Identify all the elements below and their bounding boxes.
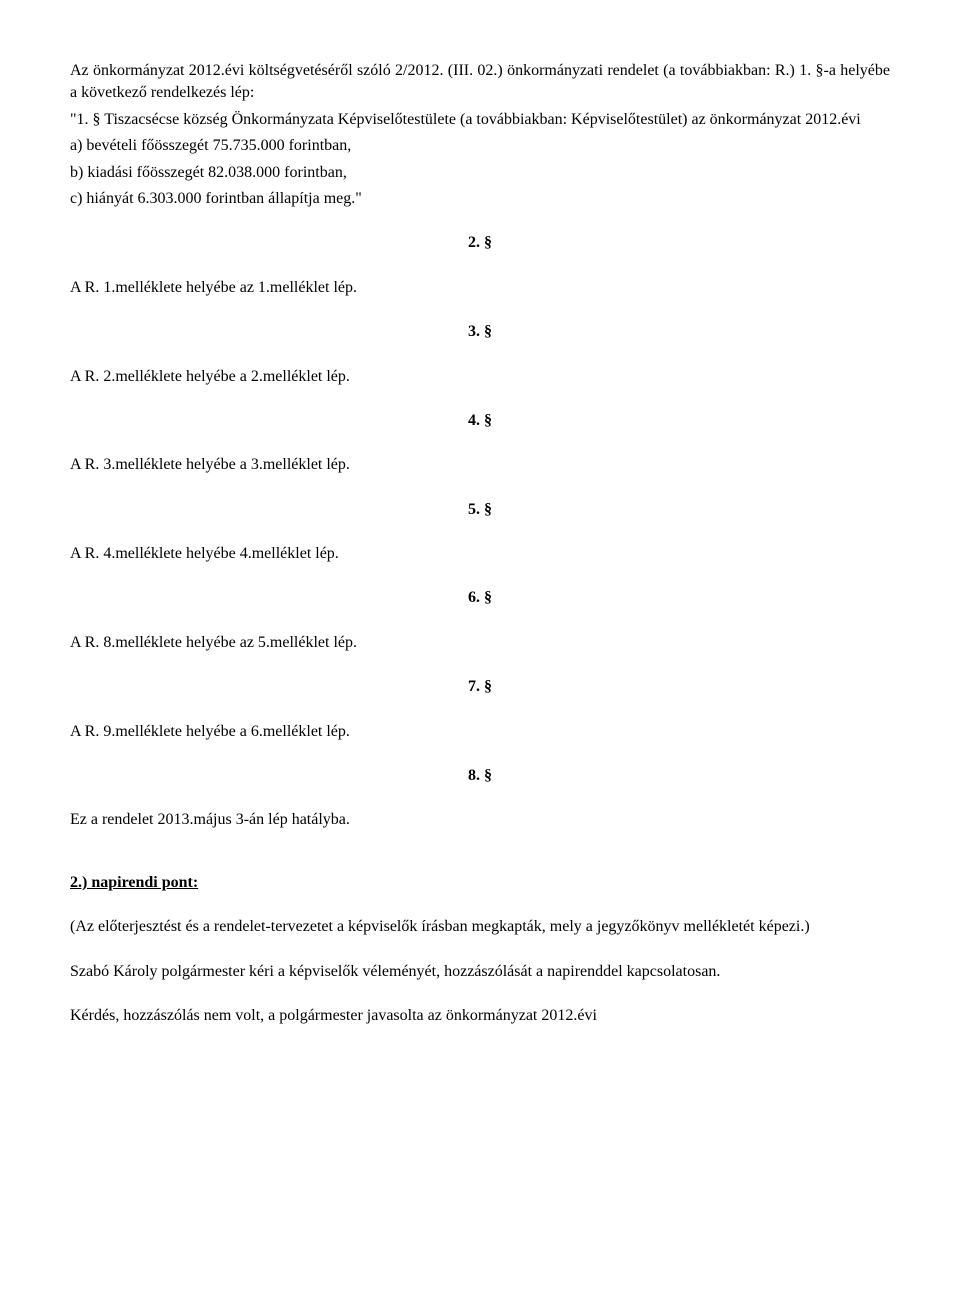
section-8-num: 8. § <box>70 765 890 787</box>
section-8-text: Ez a rendelet 2013.május 3-án lép hatály… <box>70 809 890 831</box>
quoted-block: "1. § Tiszacsécse község Önkormányzata K… <box>70 109 890 211</box>
agenda-p3: Kérdés, hozzászólás nem volt, a polgárme… <box>70 1005 890 1027</box>
section-2-num: 2. § <box>70 232 890 254</box>
section-7-text: A R. 9.melléklete helyébe a 6.melléklet … <box>70 721 890 743</box>
section-5-text: A R. 4.melléklete helyébe 4.melléklet lé… <box>70 543 890 565</box>
quote-c: c) hiányát 6.303.000 forintban állapítja… <box>70 188 890 210</box>
section-2-text: A R. 1.melléklete helyébe az 1.melléklet… <box>70 277 890 299</box>
quote-b: b) kiadási főösszegét 82.038.000 forintb… <box>70 162 890 184</box>
agenda-p2: Szabó Károly polgármester kéri a képvise… <box>70 961 890 983</box>
section-4-text: A R. 3.melléklete helyébe a 3.melléklet … <box>70 454 890 476</box>
section-3-num: 3. § <box>70 321 890 343</box>
agenda-p1: (Az előterjesztést és a rendelet-terveze… <box>70 916 890 938</box>
section-6-text: A R. 8.melléklete helyébe az 5.melléklet… <box>70 632 890 654</box>
quote-a: a) bevételi főösszegét 75.735.000 forint… <box>70 135 890 157</box>
section-7-num: 7. § <box>70 676 890 698</box>
section-5-num: 5. § <box>70 499 890 521</box>
quote-line1: "1. § Tiszacsécse község Önkormányzata K… <box>70 109 890 131</box>
section-3-text: A R. 2.melléklete helyébe a 2.melléklet … <box>70 366 890 388</box>
agenda-heading: 2.) napirendi pont: <box>70 872 890 894</box>
section-4-num: 4. § <box>70 410 890 432</box>
intro-paragraph: Az önkormányzat 2012.évi költségvetésérő… <box>70 60 890 105</box>
section-6-num: 6. § <box>70 587 890 609</box>
